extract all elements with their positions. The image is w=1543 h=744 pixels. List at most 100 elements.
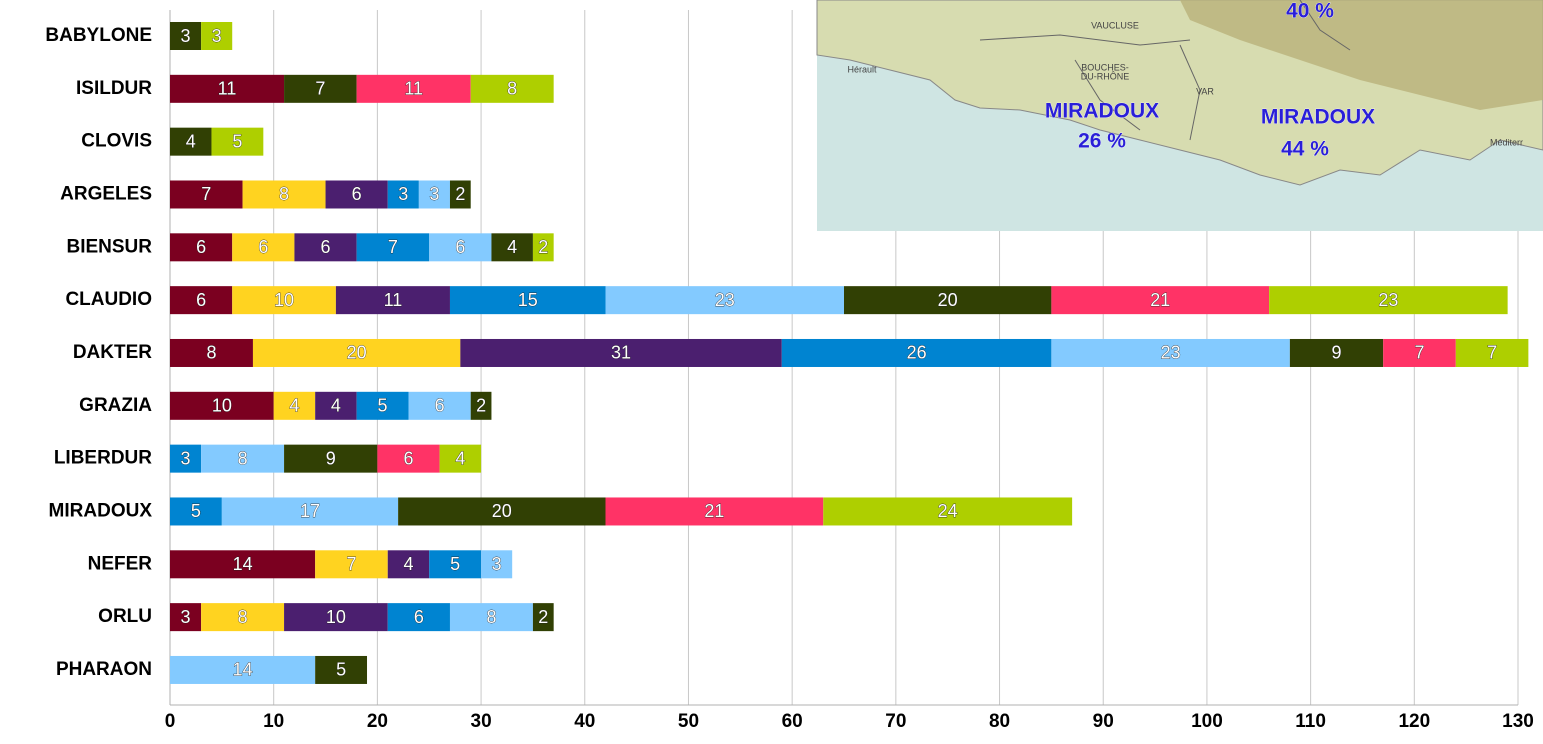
data-label: 3 xyxy=(492,554,502,574)
x-tick-label: 10 xyxy=(263,711,284,732)
data-label: 5 xyxy=(191,501,201,521)
data-label: 17 xyxy=(300,501,320,521)
data-label: 3 xyxy=(181,448,191,468)
category-label: LIBERDUR xyxy=(54,448,152,469)
data-label: 6 xyxy=(435,396,445,416)
map-label: DU-RHÔNE xyxy=(1081,71,1130,81)
data-label: 6 xyxy=(455,237,465,257)
data-label: 14 xyxy=(233,554,253,574)
data-label: 20 xyxy=(492,501,512,521)
data-label: 2 xyxy=(538,237,548,257)
x-tick-label: 40 xyxy=(574,711,595,732)
x-tick-label: 60 xyxy=(782,711,803,732)
x-tick-label: 100 xyxy=(1191,711,1223,732)
data-label: 9 xyxy=(1332,343,1342,363)
data-label: 7 xyxy=(1414,343,1424,363)
data-label: 4 xyxy=(403,554,413,574)
data-label: 14 xyxy=(233,660,253,680)
data-label: 8 xyxy=(206,343,216,363)
data-label: 6 xyxy=(414,607,424,627)
map-inset: 40 %VAUCLUSEHéraultBOUCHES-DU-RHÔNEVARMI… xyxy=(817,0,1543,231)
category-label: CLAUDIO xyxy=(65,289,152,310)
data-label: 6 xyxy=(403,448,413,468)
data-label: 9 xyxy=(326,448,336,468)
category-label: PHARAON xyxy=(56,659,152,680)
x-tick-label: 80 xyxy=(989,711,1010,732)
data-label: 8 xyxy=(238,448,248,468)
map-label: VAUCLUSE xyxy=(1091,20,1139,30)
data-label: 8 xyxy=(507,79,517,99)
data-label: 10 xyxy=(274,290,294,310)
data-label: 6 xyxy=(321,237,331,257)
data-label: 8 xyxy=(238,607,248,627)
category-label: MIRADOUX xyxy=(49,500,153,521)
data-label: 11 xyxy=(218,79,237,99)
data-label: 6 xyxy=(258,237,268,257)
data-label: 11 xyxy=(384,290,403,310)
data-label: 6 xyxy=(352,184,362,204)
data-label: 4 xyxy=(455,448,465,468)
data-label: 23 xyxy=(1161,343,1181,363)
data-label: 31 xyxy=(611,343,631,363)
data-label: 3 xyxy=(429,184,439,204)
map-label: Hérault xyxy=(847,64,877,74)
category-label: DAKTER xyxy=(73,342,152,363)
data-label: 3 xyxy=(181,607,191,627)
x-tick-label: 120 xyxy=(1398,711,1430,732)
map-label: MIRADOUX xyxy=(1045,100,1159,123)
map-label: Méditerr xyxy=(1490,137,1523,147)
data-label: 3 xyxy=(181,26,191,46)
x-tick-label: 130 xyxy=(1502,711,1534,732)
map-label: VAR xyxy=(1196,86,1214,96)
data-label: 5 xyxy=(336,660,346,680)
map-label: 44 % xyxy=(1281,138,1329,161)
category-label: ARGELES xyxy=(60,184,152,205)
category-label: GRAZIA xyxy=(79,395,152,416)
x-tick-label: 110 xyxy=(1295,711,1326,732)
category-label: ORLU xyxy=(98,606,152,627)
data-label: 3 xyxy=(398,184,408,204)
category-label: ISILDUR xyxy=(76,78,152,99)
map-label: 26 % xyxy=(1078,130,1126,153)
data-label: 4 xyxy=(507,237,517,257)
category-label: CLOVIS xyxy=(81,131,152,152)
x-tick-label: 70 xyxy=(885,711,906,732)
data-label: 5 xyxy=(232,131,242,151)
data-label: 21 xyxy=(1150,290,1170,310)
data-label: 8 xyxy=(279,184,289,204)
data-label: 11 xyxy=(404,79,423,99)
data-label: 7 xyxy=(1487,343,1497,363)
map-label: MIRADOUX xyxy=(1261,106,1375,129)
data-label: 15 xyxy=(518,290,538,310)
chart: 0102030405060708090100110120130BABYLONE3… xyxy=(0,0,1543,744)
data-label: 5 xyxy=(378,396,388,416)
category-label: NEFER xyxy=(88,553,153,574)
data-label: 6 xyxy=(196,290,206,310)
data-label: 20 xyxy=(347,343,367,363)
data-label: 3 xyxy=(212,26,222,46)
data-label: 5 xyxy=(450,554,460,574)
x-tick-label: 90 xyxy=(1093,711,1114,732)
data-label: 26 xyxy=(907,343,927,363)
data-label: 23 xyxy=(715,290,735,310)
category-label: BABYLONE xyxy=(45,25,152,46)
category-label: BIENSUR xyxy=(66,236,152,257)
data-label: 2 xyxy=(538,607,548,627)
data-label: 7 xyxy=(315,79,325,99)
data-label: 7 xyxy=(346,554,356,574)
x-tick-label: 50 xyxy=(678,711,699,732)
data-label: 2 xyxy=(476,396,486,416)
data-label: 20 xyxy=(938,290,958,310)
data-label: 4 xyxy=(331,396,341,416)
data-label: 23 xyxy=(1378,290,1398,310)
data-label: 2 xyxy=(455,184,465,204)
x-tick-label: 30 xyxy=(471,711,492,732)
x-tick-label: 20 xyxy=(367,711,388,732)
data-label: 7 xyxy=(201,184,211,204)
data-label: 7 xyxy=(388,237,398,257)
data-label: 10 xyxy=(212,396,232,416)
data-label: 6 xyxy=(196,237,206,257)
page: 0102030405060708090100110120130BABYLONE3… xyxy=(0,0,1543,744)
data-label: 21 xyxy=(704,501,724,521)
data-label: 8 xyxy=(486,607,496,627)
